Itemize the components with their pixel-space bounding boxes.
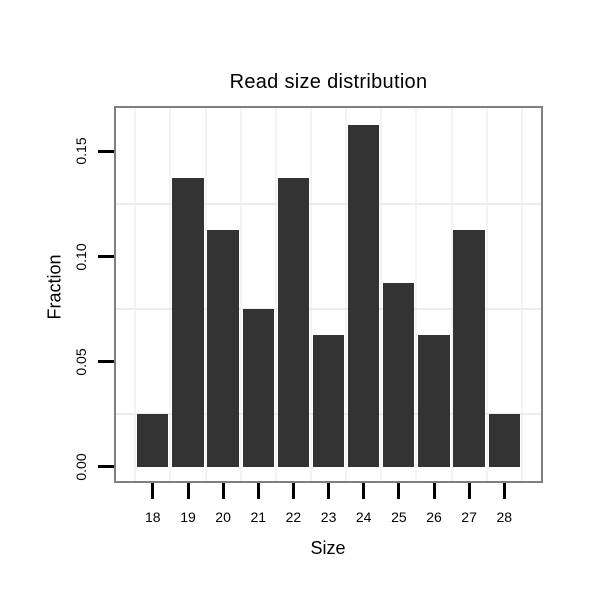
x-tick-label: 21 [250,509,267,525]
horizontal-gridline [116,308,541,310]
bar-size-25 [383,282,415,467]
bar-size-27 [453,230,485,467]
x-tick-mark [151,483,155,499]
y-tick-label: 0.10 [73,242,89,271]
x-tick-mark [186,483,190,499]
bar-size-23 [312,335,345,467]
x-axis-title: Size [310,538,346,558]
bar-size-20 [207,230,239,467]
x-tick-label: 19 [180,509,196,525]
bar-size-21 [242,309,274,467]
vertical-gridline [134,108,137,481]
x-tick-mark [362,483,366,499]
y-tick-mark [98,360,114,364]
x-tick-label: 18 [145,509,161,525]
vertical-gridline [380,108,383,481]
horizontal-gridline [116,202,541,205]
y-tick-mark [98,255,114,258]
vertical-gridline [450,108,453,481]
vertical-gridline [274,108,277,481]
vertical-gridline [204,108,207,481]
x-tick-label: 26 [426,509,442,525]
x-tick-mark [502,483,506,499]
vertical-gridline [415,108,418,481]
vertical-gridline [345,108,348,481]
x-tick-label: 28 [496,509,513,525]
y-tick-label: 0.15 [73,137,89,166]
vertical-gridline [520,108,523,481]
x-tick-label: 20 [215,509,231,525]
x-tick-label: 22 [285,509,302,525]
x-tick-label: 23 [320,509,337,525]
x-tick-label: 24 [355,509,372,525]
chart-title: Read size distribution [229,71,428,93]
vertical-gridline [169,108,172,481]
x-tick-mark [397,483,401,499]
y-axis-title: Fraction [44,254,65,320]
bar-size-18 [137,414,169,467]
x-tick-mark [327,483,331,499]
y-tick-mark [98,465,114,469]
x-tick-label: 27 [461,509,477,525]
plot-panel [114,106,543,483]
bar-size-19 [172,177,204,467]
x-tick-label: 25 [391,509,407,525]
x-tick-mark [221,483,225,499]
y-tick-label: 0.05 [73,347,89,376]
x-tick-mark [291,483,295,499]
x-tick-mark [432,483,436,499]
y-tick-label: 0.00 [73,453,89,481]
bar-size-22 [277,177,310,467]
x-tick-mark [467,483,471,499]
vertical-gridline [485,108,488,481]
bar-size-26 [418,335,450,467]
y-tick-mark [98,149,114,153]
bar-size-28 [488,414,520,467]
vertical-gridline [310,108,312,481]
x-tick-mark [256,483,260,499]
bar-size-24 [348,125,380,467]
vertical-gridline [239,108,242,481]
